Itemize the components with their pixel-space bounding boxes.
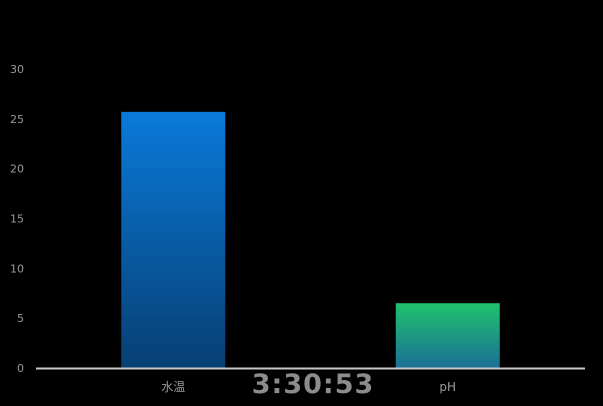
x-category-label: 水温 <box>161 380 185 394</box>
x-category-label: pH <box>439 380 456 394</box>
clock-display: 3:30:53 <box>251 369 375 400</box>
bar-2 <box>395 303 500 368</box>
bar-1 <box>121 111 226 369</box>
y-tick-label: 5 <box>17 312 24 325</box>
y-tick-label: 25 <box>10 113 24 126</box>
y-tick-label: 0 <box>17 362 24 375</box>
y-tick-label: 10 <box>10 262 24 275</box>
bars <box>121 111 500 369</box>
y-tick-label: 15 <box>10 213 24 226</box>
y-tick-label: 20 <box>10 163 24 176</box>
y-axis-ticks: 0 5 10 15 20 25 30 <box>10 63 24 375</box>
x-axis-categories: 水温 pH <box>161 380 456 394</box>
y-tick-label: 30 <box>10 63 24 76</box>
